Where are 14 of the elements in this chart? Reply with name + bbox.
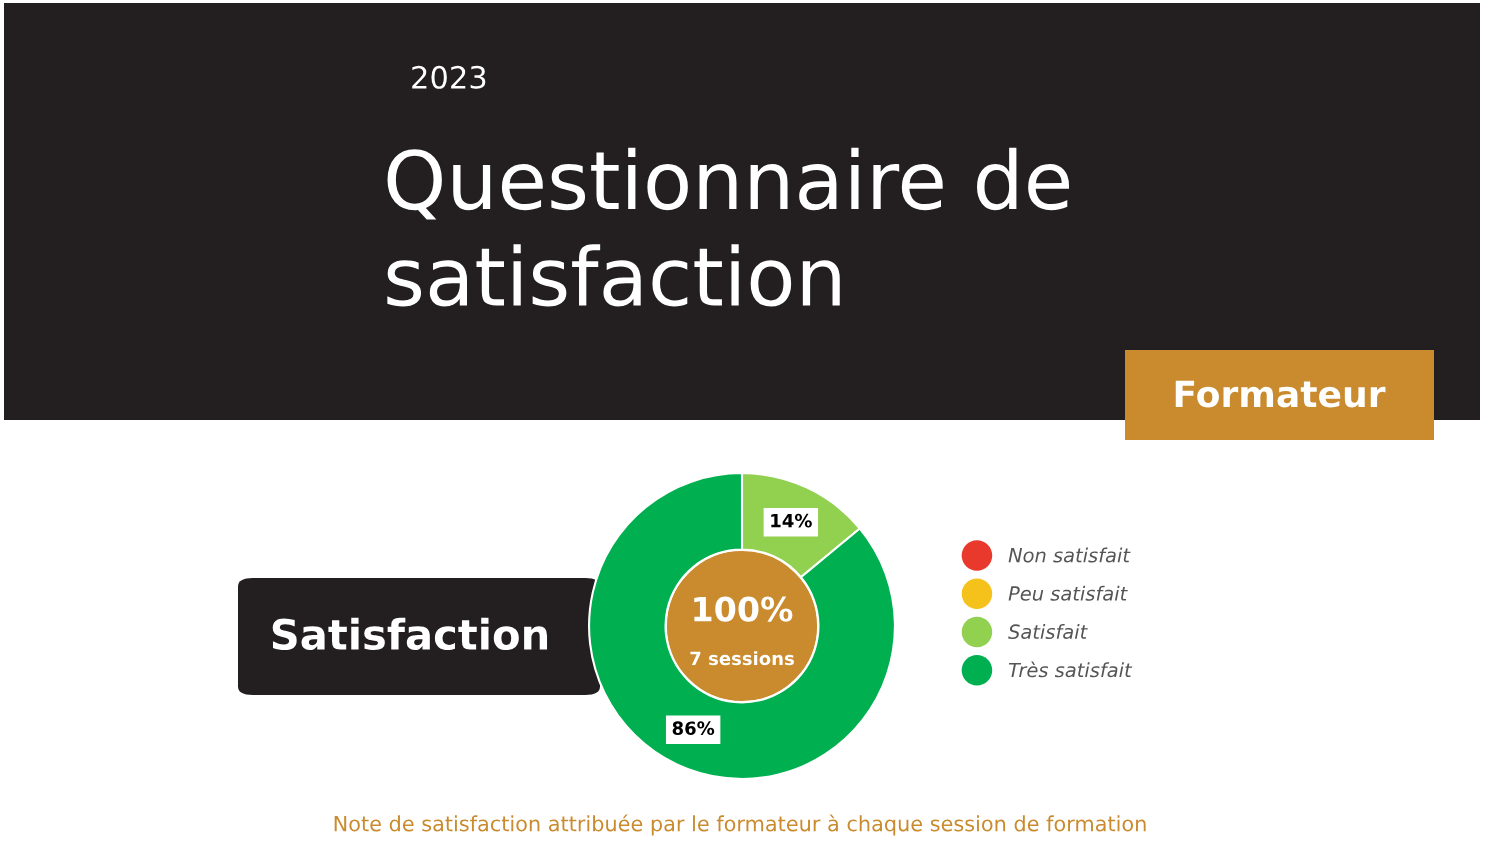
legend-label: Peu satisfait <box>1008 585 1128 601</box>
legend-label: Très satisfait <box>1008 661 1133 678</box>
text: 7 sessions <box>690 651 794 666</box>
donut-slice <box>588 472 896 780</box>
text: Formateur <box>1175 380 1386 408</box>
data-label: 86% <box>672 721 715 736</box>
text: Note de satisfaction attribuée par le formateur à chaque session de formation <box>334 814 1146 836</box>
legend-label: Non satisfait <box>1008 547 1131 563</box>
chart-title: Questionnaire de satisfaction <box>387 147 1069 307</box>
data-label: 14% <box>771 513 812 528</box>
chart-subtitle: 2023 <box>412 65 486 89</box>
text: Satisfaction <box>272 617 548 651</box>
legend-label: Satisfait <box>1008 624 1088 640</box>
text: 100% <box>694 596 793 622</box>
